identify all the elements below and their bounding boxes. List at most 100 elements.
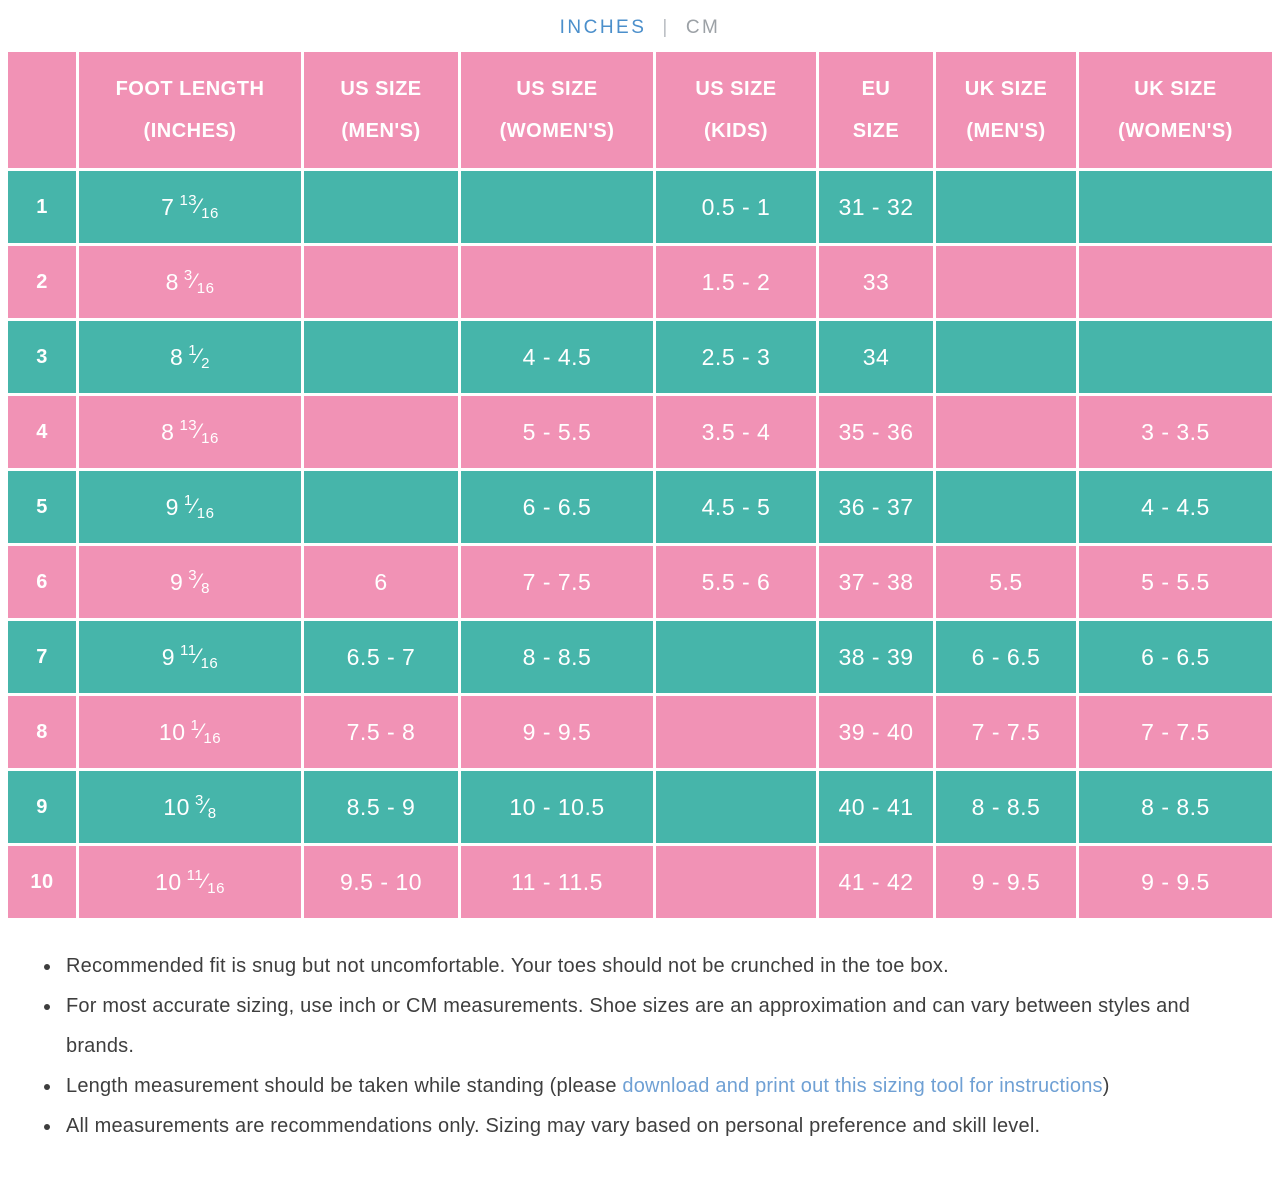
sizing-notes-list: Recommended fit is snug but not uncomfor… [0,946,1280,1146]
cell-foot-length: 1038 [79,771,301,843]
cell-foot-length: 101116 [79,846,301,918]
cell-uk-mens: 9 - 9.5 [936,846,1076,918]
header-uk-size-womens: UK SIZE (WOMEN'S) [1079,52,1272,168]
cell-foot-length: 81316 [79,396,301,468]
header-us-size-mens: US SIZE (MEN'S) [304,52,458,168]
cell-foot-length: 9116 [79,471,301,543]
cell-us-womens: 9 - 9.5 [461,696,653,768]
row-number: 2 [8,246,76,318]
cell-us-mens: 6 [304,546,458,618]
row-number: 8 [8,696,76,768]
unit-toggle-cm[interactable]: CM [685,17,721,38]
cell-uk-mens: 5.5 [936,546,1076,618]
cell-uk-womens: 9 - 9.5 [1079,846,1272,918]
cell-uk-womens [1079,171,1272,243]
cell-uk-womens: 7 - 7.5 [1079,696,1272,768]
cell-eu: 40 - 41 [819,771,933,843]
header-foot-length: FOOT LENGTH (INCHES) [79,52,301,168]
cell-us-womens: 5 - 5.5 [461,396,653,468]
note-item: Length measurement should be taken while… [62,1066,1250,1106]
cell-uk-mens: 7 - 7.5 [936,696,1076,768]
cell-uk-mens: 8 - 8.5 [936,771,1076,843]
cell-uk-womens: 8 - 8.5 [1079,771,1272,843]
cell-eu: 34 [819,321,933,393]
cell-us-kids: 1.5 - 2 [656,246,816,318]
cell-us-kids [656,771,816,843]
cell-us-womens: 4 - 4.5 [461,321,653,393]
cell-us-womens: 8 - 8.5 [461,621,653,693]
cell-us-mens [304,246,458,318]
cell-uk-mens [936,246,1076,318]
row-number: 1 [8,171,76,243]
cell-us-mens [304,171,458,243]
cell-us-kids: 5.5 - 6 [656,546,816,618]
cell-us-kids: 3.5 - 4 [656,396,816,468]
cell-us-kids [656,621,816,693]
note-item: All measurements are recommendations onl… [62,1106,1250,1146]
cell-eu: 33 [819,246,933,318]
header-eu-size: EU SIZE [819,52,933,168]
cell-foot-length: 812 [79,321,301,393]
cell-us-mens [304,321,458,393]
note-text: Recommended fit is snug but not uncomfor… [66,955,949,977]
cell-uk-mens [936,321,1076,393]
cell-us-kids: 2.5 - 3 [656,321,816,393]
cell-us-kids [656,696,816,768]
cell-uk-womens [1079,246,1272,318]
cell-us-mens: 6.5 - 7 [304,621,458,693]
cell-uk-womens: 6 - 6.5 [1079,621,1272,693]
cell-uk-mens: 6 - 6.5 [936,621,1076,693]
unit-toggle: INCHES | CM [0,0,1280,52]
row-number: 9 [8,771,76,843]
header-row-num [8,52,76,168]
cell-uk-womens [1079,321,1272,393]
cell-us-womens: 11 - 11.5 [461,846,653,918]
cell-us-kids: 0.5 - 1 [656,171,816,243]
header-uk-size-mens: UK SIZE (MEN'S) [936,52,1076,168]
cell-uk-womens: 3 - 3.5 [1079,396,1272,468]
row-number: 3 [8,321,76,393]
cell-foot-length: 938 [79,546,301,618]
row-number: 10 [8,846,76,918]
header-us-size-kids: US SIZE (KIDS) [656,52,816,168]
cell-uk-womens: 5 - 5.5 [1079,546,1272,618]
cell-eu: 38 - 39 [819,621,933,693]
row-number: 4 [8,396,76,468]
cell-foot-length: 71316 [79,171,301,243]
cell-us-mens: 9.5 - 10 [304,846,458,918]
row-number: 5 [8,471,76,543]
sizing-tool-link[interactable]: download and print out this sizing tool … [622,1075,1103,1097]
cell-us-kids [656,846,816,918]
unit-toggle-inches[interactable]: INCHES [559,17,647,38]
unit-toggle-divider: | [662,17,670,38]
cell-us-womens [461,171,653,243]
header-us-size-womens: US SIZE (WOMEN'S) [461,52,653,168]
cell-eu: 36 - 37 [819,471,933,543]
cell-us-mens [304,471,458,543]
row-number: 6 [8,546,76,618]
cell-uk-womens: 4 - 4.5 [1079,471,1272,543]
size-chart-table: FOOT LENGTH (INCHES) US SIZE (MEN'S) US … [8,52,1272,918]
note-text: For most accurate sizing, use inch or CM… [66,995,1191,1057]
cell-eu: 41 - 42 [819,846,933,918]
note-text: All measurements are recommendations onl… [66,1115,1041,1137]
row-number: 7 [8,621,76,693]
cell-eu: 37 - 38 [819,546,933,618]
cell-us-womens [461,246,653,318]
cell-us-womens: 10 - 10.5 [461,771,653,843]
cell-us-mens: 7.5 - 8 [304,696,458,768]
cell-eu: 31 - 32 [819,171,933,243]
note-item: For most accurate sizing, use inch or CM… [62,986,1250,1066]
cell-uk-mens [936,471,1076,543]
cell-eu: 39 - 40 [819,696,933,768]
cell-us-kids: 4.5 - 5 [656,471,816,543]
note-item: Recommended fit is snug but not uncomfor… [62,946,1250,986]
cell-foot-length: 91116 [79,621,301,693]
note-text-suffix: ) [1102,1075,1110,1097]
cell-uk-mens [936,396,1076,468]
cell-us-womens: 7 - 7.5 [461,546,653,618]
cell-us-mens [304,396,458,468]
cell-foot-length: 10116 [79,696,301,768]
cell-eu: 35 - 36 [819,396,933,468]
cell-foot-length: 8316 [79,246,301,318]
